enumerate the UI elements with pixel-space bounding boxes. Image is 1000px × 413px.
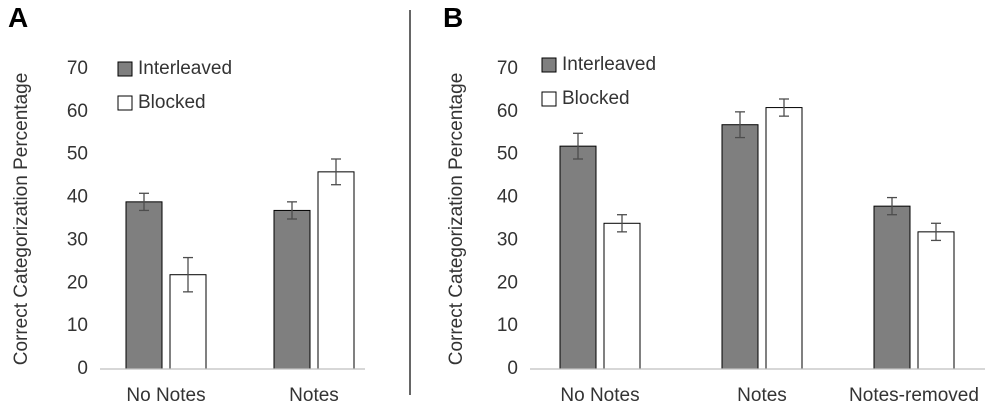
y-tick-label: 0 [507, 358, 518, 379]
y-tick-label: 30 [67, 229, 88, 250]
panel-b: B Correct Categorization Percentage 0 10 20 3… [443, 2, 985, 406]
y-tick-label: 20 [497, 272, 518, 293]
legend-label: Interleaved [138, 58, 232, 79]
panel-a: A Correct Categorization Percentage 0 10 20 3… [8, 2, 365, 406]
bar-interleaved [559, 145, 597, 370]
x-category-label: Notes [289, 385, 339, 406]
bar-blocked [765, 107, 803, 370]
y-tick-label: 40 [67, 187, 88, 208]
y-tick-label: 20 [67, 272, 88, 293]
y-tick-label: 10 [67, 315, 88, 336]
y-tick-label: 60 [497, 101, 518, 122]
y-tick-label: 0 [77, 358, 88, 379]
y-tick-label: 40 [497, 187, 518, 208]
panel-label: A [8, 2, 28, 33]
y-axis-title: Correct Categorization Percentage [11, 73, 32, 366]
legend-swatch [541, 57, 557, 73]
y-axis-title: Correct Categorization Percentage [446, 73, 467, 366]
y-tick-label: 60 [67, 101, 88, 122]
y-tick-label: 70 [497, 58, 518, 79]
bar-blocked [603, 222, 641, 370]
panel-label: B [443, 2, 463, 33]
y-tick-label: 10 [497, 315, 518, 336]
legend-swatch [117, 95, 133, 111]
legend-label: Interleaved [562, 54, 656, 75]
legend-swatch [117, 61, 133, 77]
bar-interleaved [721, 124, 759, 370]
y-tick-label: 70 [67, 58, 88, 79]
x-category-label: No Notes [560, 385, 639, 406]
legend-swatch [541, 91, 557, 107]
x-category-label: Notes-removed [849, 385, 979, 406]
legend-label: Blocked [138, 92, 206, 113]
y-tick-label: 30 [497, 229, 518, 250]
bar-interleaved [125, 201, 163, 370]
legend-label: Blocked [562, 88, 630, 109]
bar-blocked [317, 171, 355, 370]
x-category-label: Notes [737, 385, 787, 406]
y-tick-label: 50 [497, 144, 518, 165]
bar-interleaved [273, 209, 311, 370]
bar-interleaved [873, 205, 911, 370]
y-tick-label: 50 [67, 144, 88, 165]
x-category-label: No Notes [126, 385, 205, 406]
bar-blocked [917, 231, 955, 370]
